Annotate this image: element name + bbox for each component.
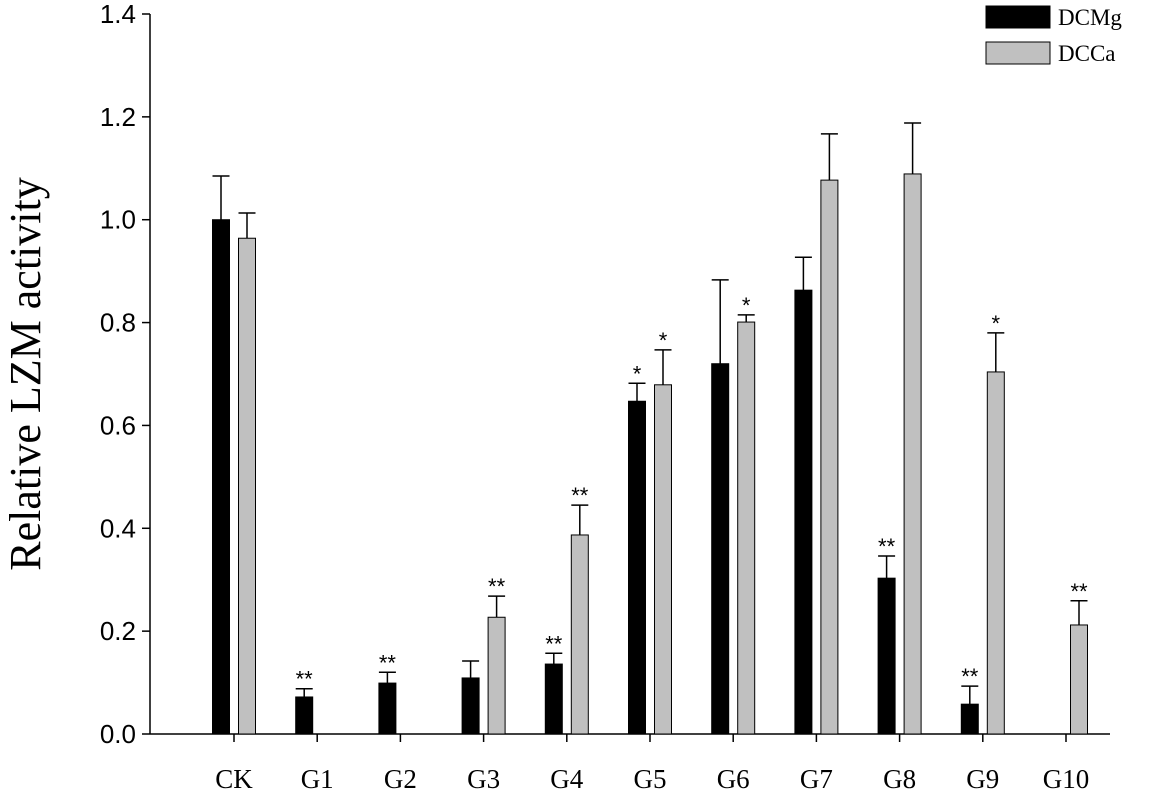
- y-tick-label: 0.8: [100, 308, 136, 338]
- y-tick-label: 0.2: [100, 616, 136, 646]
- significance-label: **: [488, 574, 506, 599]
- bar: [295, 696, 314, 735]
- significance-label: *: [992, 311, 1001, 336]
- error-bar: [961, 685, 979, 705]
- bar: [570, 534, 589, 735]
- significance-label: **: [379, 650, 397, 675]
- bar: [378, 682, 397, 735]
- legend-label: DCMg: [1058, 5, 1122, 30]
- error-bar: [295, 687, 313, 697]
- error-bar: [820, 133, 838, 181]
- significance-label: **: [545, 631, 563, 656]
- x-tick-label: G3: [467, 764, 500, 792]
- error-bar: [212, 175, 230, 220]
- significance-label: *: [742, 293, 751, 318]
- error-bar: [987, 332, 1005, 372]
- error-bar: [378, 671, 396, 684]
- y-tick-label: 0.0: [100, 719, 136, 749]
- y-tick-label: 0.4: [100, 513, 136, 543]
- significance-label: **: [961, 664, 979, 689]
- x-tick-label: CK: [215, 764, 253, 792]
- bar: [877, 577, 896, 735]
- bar: [544, 663, 563, 735]
- bar: [794, 289, 813, 735]
- x-tick-label: G9: [966, 764, 999, 792]
- bar: [1070, 624, 1088, 735]
- legend-label: DCCa: [1058, 41, 1116, 66]
- bar: [960, 703, 979, 735]
- bar: [986, 371, 1005, 735]
- x-tick-label: G2: [384, 764, 417, 792]
- error-bar: [904, 122, 922, 174]
- bar: [212, 219, 230, 735]
- bar: [820, 179, 839, 735]
- y-tick-label: 1.0: [100, 205, 136, 235]
- error-bar: [878, 555, 896, 579]
- significance-label: **: [296, 667, 314, 692]
- bar: [238, 237, 256, 735]
- error-bar: [654, 349, 672, 385]
- x-tick-label: G6: [717, 764, 750, 792]
- significance-label: *: [633, 361, 642, 386]
- significance-label: **: [571, 483, 589, 508]
- error-bar: [711, 279, 729, 364]
- bar: [654, 384, 672, 735]
- error-bar: [488, 595, 506, 618]
- y-tick-label: 1.2: [100, 102, 136, 132]
- error-bar: [794, 256, 812, 291]
- x-tick-label: G8: [883, 764, 916, 792]
- bar: [628, 400, 646, 735]
- x-tick-label: G1: [301, 764, 334, 792]
- significance-label: **: [1070, 579, 1088, 604]
- bar: [737, 321, 756, 735]
- error-bar: [1070, 600, 1088, 625]
- significance-label: **: [878, 534, 896, 559]
- y-tick-label: 0.6: [100, 410, 136, 440]
- significance-label: *: [659, 328, 668, 353]
- x-tick-label: G4: [550, 764, 583, 792]
- error-bar: [462, 660, 480, 678]
- error-bar: [628, 382, 646, 402]
- x-tick-label: G7: [800, 764, 833, 792]
- y-axis-title: Relative LZM activity: [1, 177, 50, 570]
- bar: [711, 363, 730, 735]
- legend-swatch: [985, 5, 1051, 29]
- error-bar: [545, 652, 563, 665]
- y-tick-label: 1.4: [100, 0, 136, 29]
- legend-swatch: [985, 41, 1051, 65]
- error-bar: [737, 314, 755, 323]
- bar: [903, 173, 922, 735]
- bar: [487, 616, 506, 735]
- x-tick-label: G10: [1043, 764, 1090, 792]
- bar: [461, 677, 480, 735]
- x-tick-label: G5: [634, 764, 667, 792]
- error-bar: [238, 212, 256, 239]
- error-bar: [571, 504, 589, 535]
